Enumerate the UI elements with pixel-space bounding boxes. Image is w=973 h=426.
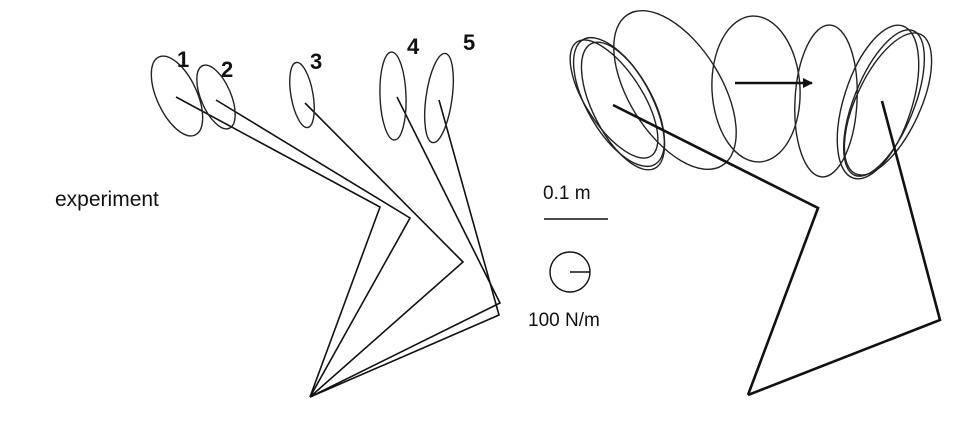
model-ellipses bbox=[569, 9, 933, 180]
stiffness-scale-label: 100 N/m bbox=[528, 310, 600, 331]
model-ellipse-2 bbox=[613, 9, 737, 171]
model-ellipse-5a bbox=[836, 24, 920, 180]
stiffness-ellipse-1 bbox=[150, 55, 204, 137]
posture-label-4: 4 bbox=[407, 34, 420, 59]
model-ellipse-1c bbox=[580, 41, 666, 171]
arm-posture-3 bbox=[304, 102, 465, 398]
model-arm-right bbox=[747, 100, 942, 397]
length-scale-label: 0.1 m bbox=[543, 183, 591, 204]
model-ellipse-3 bbox=[711, 15, 801, 163]
posture-label-5: 5 bbox=[463, 30, 475, 55]
model-arm-linkages bbox=[612, 100, 942, 397]
posture-label-3: 3 bbox=[310, 49, 322, 74]
model-ellipse-5b bbox=[842, 29, 926, 177]
arm-linkages bbox=[175, 96, 502, 398]
posture-label-2: 2 bbox=[221, 57, 233, 82]
stiffness-ellipse-3 bbox=[289, 61, 315, 129]
model-arm-left bbox=[612, 103, 820, 396]
model-ellipse-4 bbox=[794, 24, 858, 178]
arm-posture-4 bbox=[309, 96, 502, 398]
experiment-panel: 1 2 3 4 5 experiment bbox=[55, 30, 502, 398]
stiffness-ellipse-4 bbox=[379, 51, 407, 141]
model-panel bbox=[569, 9, 942, 397]
arm-posture-1 bbox=[175, 96, 381, 398]
stiffness-ellipses bbox=[150, 51, 455, 144]
stiffness-ellipse-5 bbox=[423, 52, 455, 144]
scale-legend: 0.1 m 100 N/m bbox=[528, 183, 608, 331]
posture-labels: 1 2 3 4 5 bbox=[177, 30, 475, 82]
arm-posture-2 bbox=[215, 99, 412, 398]
experiment-caption: experiment bbox=[55, 188, 159, 211]
model-ellipse-5c bbox=[843, 32, 933, 176]
arm-posture-5 bbox=[309, 99, 500, 398]
model-ellipse-1b bbox=[569, 39, 659, 159]
posture-label-1: 1 bbox=[177, 47, 189, 72]
stiffness-ellipse-2 bbox=[196, 64, 236, 130]
